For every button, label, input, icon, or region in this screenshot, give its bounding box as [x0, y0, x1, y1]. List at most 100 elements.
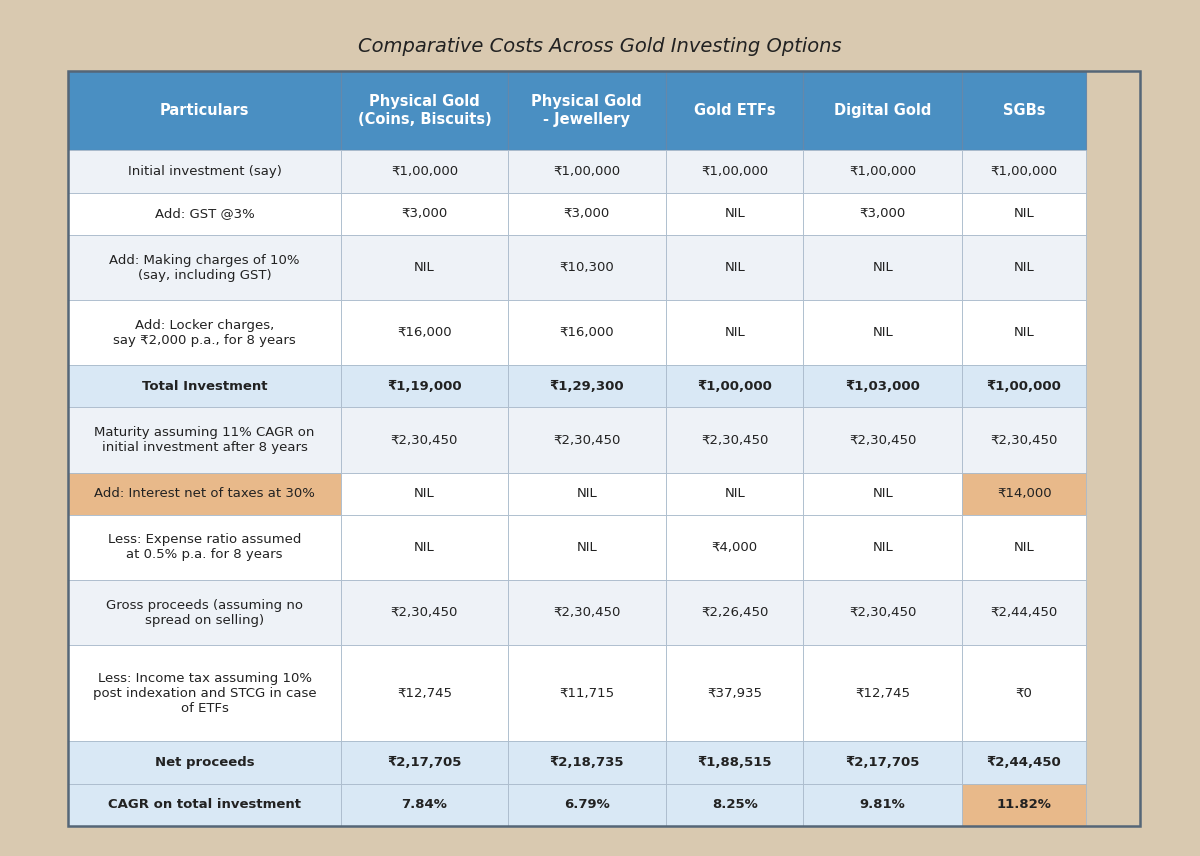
- Text: ₹3,000: ₹3,000: [859, 207, 906, 220]
- Bar: [508, 645, 666, 741]
- Text: Add: Interest net of taxes at 30%: Add: Interest net of taxes at 30%: [95, 487, 316, 500]
- Bar: [68, 580, 341, 645]
- Bar: [666, 473, 803, 515]
- Bar: [341, 193, 508, 235]
- Bar: [962, 365, 1086, 407]
- Text: Gross proceeds (assuming no
spread on selling): Gross proceeds (assuming no spread on se…: [106, 598, 304, 627]
- Text: ₹2,30,450: ₹2,30,450: [391, 433, 458, 447]
- Text: NIL: NIL: [414, 541, 434, 554]
- Text: Comparative Costs Across Gold Investing Options: Comparative Costs Across Gold Investing …: [358, 37, 842, 56]
- Bar: [68, 71, 341, 150]
- Bar: [803, 193, 962, 235]
- Bar: [341, 150, 508, 193]
- Text: ₹2,30,450: ₹2,30,450: [990, 433, 1058, 447]
- Bar: [666, 300, 803, 365]
- Text: ₹1,00,000: ₹1,00,000: [697, 380, 773, 393]
- Text: Gold ETFs: Gold ETFs: [694, 103, 775, 118]
- Text: ₹37,935: ₹37,935: [707, 687, 762, 699]
- Text: ₹1,00,000: ₹1,00,000: [991, 165, 1057, 178]
- Text: ₹4,000: ₹4,000: [712, 541, 758, 554]
- Text: NIL: NIL: [872, 326, 893, 339]
- Text: ₹3,000: ₹3,000: [564, 207, 610, 220]
- Text: ₹12,745: ₹12,745: [856, 687, 911, 699]
- Text: ₹16,000: ₹16,000: [559, 326, 614, 339]
- Text: Add: Locker charges,
say ₹2,000 p.a., for 8 years: Add: Locker charges, say ₹2,000 p.a., fo…: [113, 318, 296, 347]
- Bar: [341, 71, 508, 150]
- Bar: [68, 407, 341, 473]
- Bar: [803, 235, 962, 300]
- Text: Digital Gold: Digital Gold: [834, 103, 931, 118]
- Bar: [803, 645, 962, 741]
- Bar: [341, 365, 508, 407]
- Text: ₹2,30,450: ₹2,30,450: [553, 433, 620, 447]
- Bar: [666, 150, 803, 193]
- Text: NIL: NIL: [872, 261, 893, 274]
- Bar: [341, 645, 508, 741]
- Text: Less: Expense ratio assumed
at 0.5% p.a. for 8 years: Less: Expense ratio assumed at 0.5% p.a.…: [108, 533, 301, 562]
- Text: ₹2,30,450: ₹2,30,450: [701, 433, 768, 447]
- Bar: [68, 193, 341, 235]
- Bar: [666, 71, 803, 150]
- Bar: [68, 515, 341, 580]
- Text: ₹1,03,000: ₹1,03,000: [845, 380, 920, 393]
- Text: ₹1,00,000: ₹1,00,000: [701, 165, 768, 178]
- Bar: [508, 473, 666, 515]
- Text: ₹1,00,000: ₹1,00,000: [553, 165, 620, 178]
- Text: Maturity assuming 11% CAGR on
initial investment after 8 years: Maturity assuming 11% CAGR on initial in…: [95, 426, 314, 454]
- Bar: [508, 193, 666, 235]
- Text: ₹10,300: ₹10,300: [559, 261, 614, 274]
- Bar: [803, 150, 962, 193]
- Bar: [962, 741, 1086, 783]
- Text: Net proceeds: Net proceeds: [155, 756, 254, 769]
- Text: NIL: NIL: [576, 487, 598, 500]
- Bar: [803, 741, 962, 783]
- Bar: [666, 580, 803, 645]
- Text: Physical Gold
- Jewellery: Physical Gold - Jewellery: [532, 94, 642, 127]
- Text: 11.82%: 11.82%: [997, 799, 1051, 811]
- Text: ₹1,19,000: ₹1,19,000: [388, 380, 462, 393]
- Bar: [666, 741, 803, 783]
- Text: ₹1,29,300: ₹1,29,300: [550, 380, 624, 393]
- Bar: [508, 515, 666, 580]
- Bar: [68, 150, 341, 193]
- Text: ₹0: ₹0: [1015, 687, 1033, 699]
- Bar: [962, 407, 1086, 473]
- Text: ₹1,00,000: ₹1,00,000: [391, 165, 458, 178]
- Text: ₹3,000: ₹3,000: [401, 207, 448, 220]
- Text: ₹2,30,450: ₹2,30,450: [850, 433, 917, 447]
- Bar: [508, 741, 666, 783]
- Bar: [341, 407, 508, 473]
- Text: SGBs: SGBs: [1003, 103, 1045, 118]
- Bar: [68, 473, 341, 515]
- Bar: [68, 300, 341, 365]
- Bar: [666, 193, 803, 235]
- Text: ₹2,30,450: ₹2,30,450: [553, 606, 620, 619]
- Text: Total Investment: Total Investment: [142, 380, 268, 393]
- Text: CAGR on total investment: CAGR on total investment: [108, 799, 301, 811]
- Text: Physical Gold
(Coins, Biscuits): Physical Gold (Coins, Biscuits): [358, 94, 491, 127]
- Text: NIL: NIL: [1014, 261, 1034, 274]
- Text: ₹2,26,450: ₹2,26,450: [701, 606, 768, 619]
- Bar: [803, 300, 962, 365]
- Text: Add: Making charges of 10%
(say, including GST): Add: Making charges of 10% (say, includi…: [109, 253, 300, 282]
- Text: ₹2,30,450: ₹2,30,450: [391, 606, 458, 619]
- Text: 9.81%: 9.81%: [860, 799, 906, 811]
- Bar: [803, 407, 962, 473]
- Bar: [803, 71, 962, 150]
- Text: ₹1,00,000: ₹1,00,000: [850, 165, 917, 178]
- Bar: [962, 193, 1086, 235]
- Text: NIL: NIL: [1014, 207, 1034, 220]
- Bar: [962, 580, 1086, 645]
- Bar: [962, 71, 1086, 150]
- Bar: [803, 580, 962, 645]
- Bar: [803, 473, 962, 515]
- Text: 6.79%: 6.79%: [564, 799, 610, 811]
- Text: NIL: NIL: [725, 326, 745, 339]
- Bar: [962, 783, 1086, 826]
- Bar: [962, 150, 1086, 193]
- Text: Less: Income tax assuming 10%
post indexation and STCG in case
of ETFs: Less: Income tax assuming 10% post index…: [92, 672, 317, 715]
- Text: ₹12,745: ₹12,745: [397, 687, 452, 699]
- Text: NIL: NIL: [414, 487, 434, 500]
- Bar: [508, 580, 666, 645]
- Text: 8.25%: 8.25%: [712, 799, 757, 811]
